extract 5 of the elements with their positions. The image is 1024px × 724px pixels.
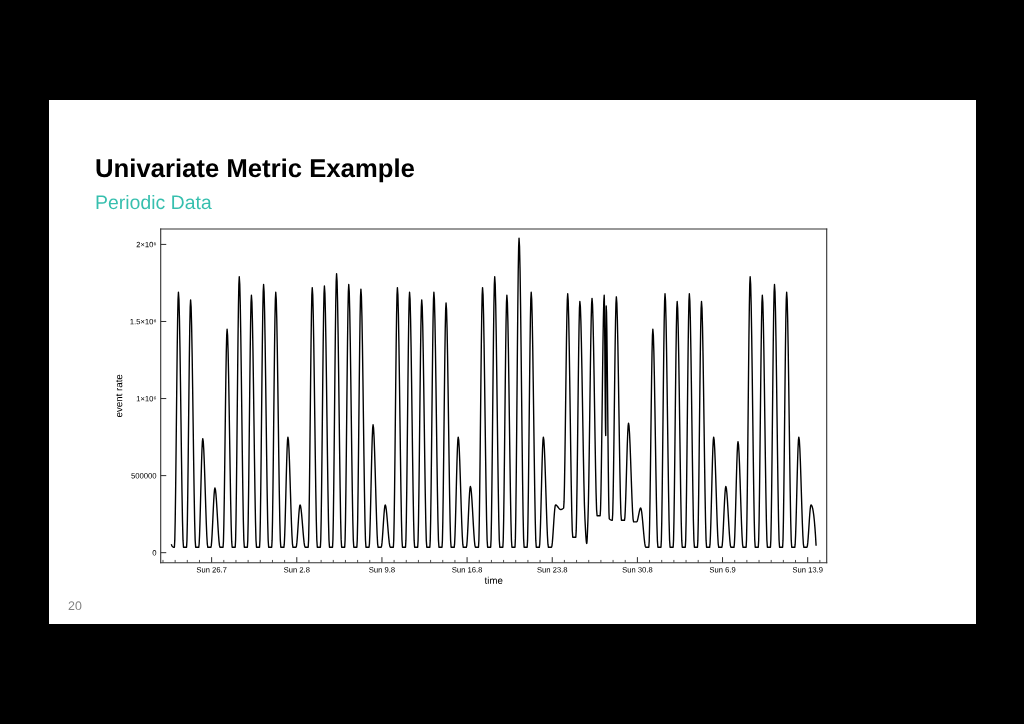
chart-title: Univariate Metric Example	[96, 158, 415, 183]
chart-subtitle: Periodic Data	[96, 194, 212, 210]
x-axis-title: time	[484, 576, 503, 584]
y-axis-title: event rate	[115, 374, 123, 418]
text: 20	[68, 601, 82, 611]
